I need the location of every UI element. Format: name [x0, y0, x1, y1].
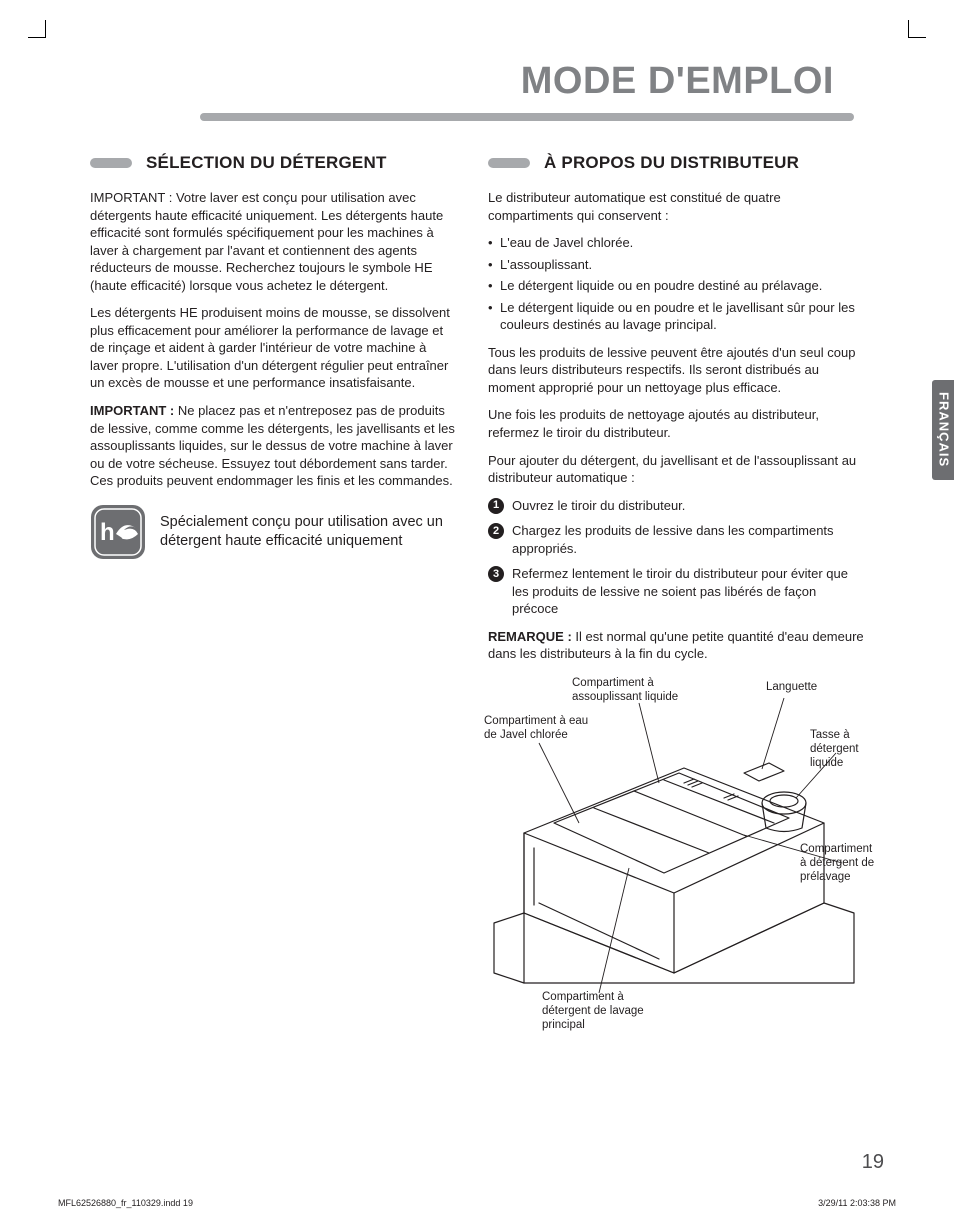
- important-label: IMPORTANT :: [90, 403, 178, 418]
- section-heading-left: SÉLECTION DU DÉTERGENT: [146, 153, 387, 173]
- left-important: IMPORTANT : Ne placez pas et n'entrepose…: [90, 402, 458, 490]
- section-pill: [488, 158, 530, 168]
- section-pill: [90, 158, 132, 168]
- left-para-2: Les détergents HE produisent moins de mo…: [90, 304, 458, 392]
- section-heading-right: À PROPOS DU DISTRIBUTEUR: [544, 153, 799, 173]
- right-intro: Le distributeur automatique est constitu…: [488, 189, 864, 224]
- step-text: Refermez lentement le tiroir du distribu…: [512, 565, 864, 618]
- label-tab: Languette: [766, 681, 817, 695]
- right-bullets: L'eau de Javel chlorée. L'assouplissant.…: [488, 234, 864, 334]
- step-item: 3 Refermez lentement le tiroir du distrib…: [488, 565, 864, 618]
- label-prewash: Compartiment à détergent de prélavage: [800, 843, 878, 884]
- bullet-item: L'eau de Javel chlorée.: [488, 234, 864, 252]
- right-p3: Pour ajouter du détergent, du javellisan…: [488, 452, 864, 487]
- step-item: 1 Ouvrez le tiroir du distributeur.: [488, 497, 864, 515]
- steps-list: 1 Ouvrez le tiroir du distributeur. 2 Char…: [488, 497, 864, 618]
- page-title: MODE D'EMPLOI: [60, 60, 834, 103]
- bullet-item: L'assouplissant.: [488, 256, 864, 274]
- step-number-icon: 3: [488, 566, 504, 582]
- label-main: Compartiment à détergent de lavage princ…: [542, 991, 672, 1032]
- crop-mark-tr: [908, 20, 926, 38]
- left-column: SÉLECTION DU DÉTERGENT IMPORTANT : Votre…: [90, 153, 458, 1033]
- svg-text:h: h: [100, 519, 115, 546]
- step-text: Ouvrez le tiroir du distributeur.: [512, 497, 685, 515]
- crop-mark-tl: [28, 20, 46, 38]
- right-p2: Une fois les produits de nettoyage ajout…: [488, 406, 864, 441]
- right-p1: Tous les produits de lessive peuvent êtr…: [488, 344, 864, 397]
- label-cup: Tasse à détergent liquide: [810, 729, 872, 770]
- step-item: 2 Chargez les produits de lessive dans le…: [488, 522, 864, 557]
- bullet-item: Le détergent liquide ou en poudre et le …: [488, 299, 864, 334]
- step-number-icon: 2: [488, 523, 504, 539]
- footer-right: 3/29/11 2:03:38 PM: [818, 1198, 896, 1208]
- he-logo-icon: h: [90, 504, 146, 560]
- note-label: REMARQUE :: [488, 629, 575, 644]
- label-softener: Compartiment à assouplissant liquide: [572, 677, 702, 705]
- page-number: 19: [862, 1151, 884, 1174]
- title-rule: [200, 113, 854, 121]
- dispenser-diagram: Compartiment à assouplissant liquide Lan…: [484, 673, 864, 1033]
- label-bleach: Compartiment à eau de Javel chlorée: [484, 715, 594, 743]
- right-column: À PROPOS DU DISTRIBUTEUR Le distributeur…: [488, 153, 864, 1033]
- he-caption: Spécialement conçu pour utilisation avec…: [160, 513, 458, 551]
- step-number-icon: 1: [488, 498, 504, 514]
- footer-left: MFL62526880_fr_110329.indd 19: [58, 1198, 193, 1208]
- step-text: Chargez les produits de lessive dans les…: [512, 522, 864, 557]
- right-note: REMARQUE : Il est normal qu'une petite q…: [488, 628, 864, 663]
- page-content: MODE D'EMPLOI SÉLECTION DU DÉTERGENT IMP…: [60, 60, 894, 1182]
- language-tab: FRANÇAIS: [932, 380, 954, 480]
- bullet-item: Le détergent liquide ou en poudre destin…: [488, 277, 864, 295]
- left-para-1: IMPORTANT : Votre laver est conçu pour u…: [90, 189, 458, 294]
